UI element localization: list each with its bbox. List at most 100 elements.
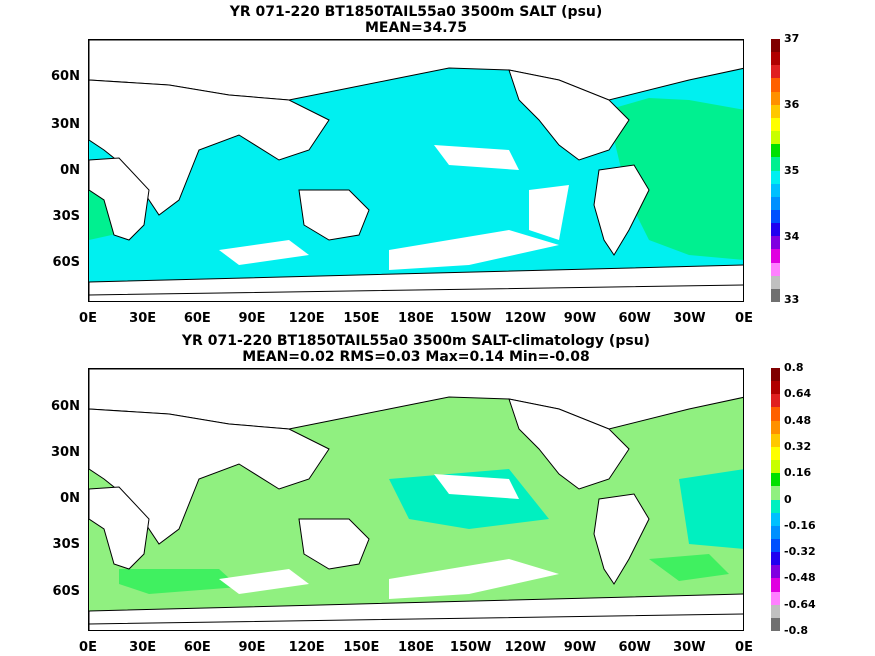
- colorbar-segment: [771, 538, 780, 553]
- southern-gap-1: [389, 559, 559, 599]
- africa-land: [89, 157, 150, 241]
- panel1-title-line2: MEAN=34.75: [364, 20, 468, 36]
- panel2-lat-60n: 60N: [51, 399, 80, 414]
- lon-label: 30E: [129, 311, 157, 326]
- panel1-lat-0n: 0N: [60, 163, 80, 178]
- lon-label: 60E: [183, 311, 211, 326]
- colorbar-label: -0.32: [784, 545, 816, 559]
- antarctica-land: [89, 613, 743, 630]
- southern-gap-2: [219, 240, 309, 265]
- colorbar-segment: [771, 144, 780, 158]
- panel1-lat-60s: 60S: [52, 255, 80, 270]
- colorbar-segment: [771, 368, 780, 382]
- colorbar-segment: [771, 39, 780, 53]
- eurasia-land: [89, 79, 330, 216]
- colorbar-label: -0.64: [784, 597, 816, 611]
- colorbar-segment: [771, 617, 780, 632]
- colorbar-segment: [771, 446, 780, 461]
- colorbar-segment: [771, 104, 780, 119]
- pacific-gap: [434, 145, 519, 170]
- panel1-lat-30n: 30N: [51, 117, 80, 132]
- southern-gap-2: [219, 569, 309, 594]
- lon-label: 120W: [504, 640, 547, 655]
- colorbar-segment: [771, 275, 780, 290]
- lon-label: 30W: [673, 311, 706, 326]
- positive-anomaly-1: [119, 569, 239, 594]
- colorbar-segment: [771, 473, 780, 487]
- lon-label: 150W: [449, 311, 492, 326]
- colorbar-segment: [771, 209, 780, 224]
- colorbar-label: 0.8: [784, 361, 804, 374]
- panel2-lat-30s: 30S: [52, 537, 80, 552]
- lon-label: 0E: [79, 640, 97, 655]
- colorbar-label: -0.48: [784, 571, 816, 585]
- colorbar-segment: [771, 236, 780, 250]
- panel1-title-line1: YR 071-220 BT1850TAIL55a0 3500m SALT (ps…: [229, 4, 603, 20]
- colorbar-segment: [771, 565, 780, 579]
- lon-label: 60W: [618, 311, 651, 326]
- colorbar-segment: [771, 381, 780, 395]
- lon-label: 90E: [238, 311, 266, 326]
- panel2-lat-0n: 0N: [60, 491, 80, 506]
- colorbar-segment: [771, 591, 780, 606]
- colorbar-segment: [771, 170, 780, 185]
- colorbar-segment: [771, 499, 780, 514]
- colorbar-segment: [771, 420, 780, 435]
- east-pacific-gap: [529, 185, 569, 240]
- panel2-lat-30n: 30N: [51, 445, 80, 460]
- colorbar-segment: [771, 223, 780, 237]
- colorbar-segment: [771, 52, 780, 66]
- colorbar-segment: [771, 91, 780, 106]
- colorbar-segment: [771, 512, 780, 527]
- colorbar-segment: [771, 262, 780, 277]
- antarctica-land: [89, 284, 743, 301]
- colorbar-segment: [771, 578, 780, 593]
- lon-label: 0E: [735, 311, 753, 326]
- colorbar-label: 0.32: [784, 439, 812, 453]
- colorbar-segment: [771, 183, 780, 198]
- lon-label: 150W: [449, 640, 492, 655]
- lon-label: 150E: [343, 640, 380, 655]
- lon-label: 90W: [563, 640, 597, 655]
- lon-label: 0E: [79, 311, 97, 326]
- colorbar-label: 0.16: [784, 466, 812, 480]
- colorbar-segment: [771, 486, 780, 500]
- colorbar-label: -0.8: [784, 624, 809, 637]
- colorbar-label: 0.48: [784, 413, 812, 427]
- colorbar-segment: [771, 407, 780, 422]
- north-america-land: [508, 69, 630, 161]
- panel2-title-line2: MEAN=0.02 RMS=0.03 Max=0.14 Min=-0.08: [242, 349, 590, 365]
- colorbar-segment: [771, 78, 780, 93]
- pacific-gap: [434, 474, 519, 499]
- colorbar-segment: [771, 196, 780, 211]
- panel1-map: [88, 39, 744, 302]
- near-zero-anomaly-2: [679, 469, 743, 549]
- colorbar-segment: [771, 117, 780, 132]
- colorbar-label: 0.64: [784, 387, 812, 401]
- colorbar-label: -0.16: [784, 518, 816, 532]
- eurasia-land: [89, 408, 330, 545]
- colorbar-segment: [771, 604, 780, 619]
- lon-label: 120E: [288, 311, 325, 326]
- lon-label: 30E: [129, 640, 157, 655]
- colorbar-segment: [771, 525, 780, 540]
- lon-label: 0E: [735, 640, 753, 655]
- lon-label: 60W: [618, 640, 651, 655]
- southern-gap-1: [389, 230, 559, 270]
- colorbar-segment: [771, 394, 780, 408]
- lon-label: 90E: [238, 640, 266, 655]
- atlantic-high-field: [607, 98, 743, 260]
- lon-label: 30W: [673, 640, 706, 655]
- lon-label: 180E: [397, 311, 435, 326]
- panel1-cb-37: 37: [784, 32, 800, 45]
- colorbar-segment: [771, 460, 780, 474]
- lon-label: 180E: [397, 640, 435, 655]
- lon-label: 90W: [563, 311, 597, 326]
- north-america-land: [508, 398, 630, 490]
- lon-label: 120W: [504, 311, 547, 326]
- panel2-colorbar: [771, 368, 780, 632]
- panel1-cb-33: 33: [784, 293, 800, 306]
- australia-land: [298, 189, 370, 241]
- colorbar-segment: [771, 65, 780, 79]
- panel1-colorbar: [771, 39, 780, 303]
